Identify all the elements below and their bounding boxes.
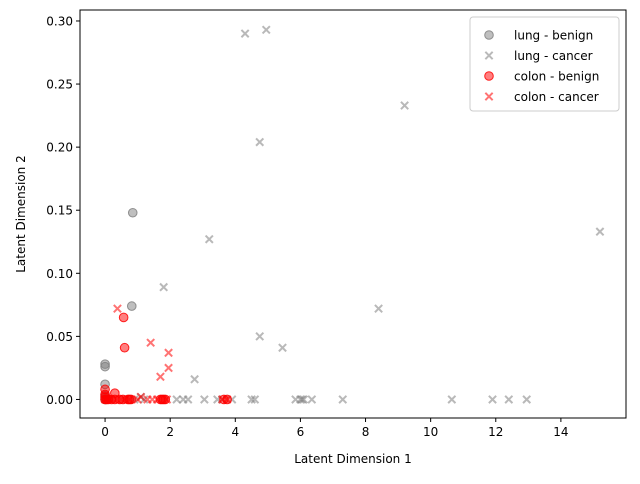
data-point: [108, 395, 118, 404]
legend-label: lung - benign: [514, 29, 593, 43]
data-points: [100, 25, 605, 405]
data-point: [119, 342, 130, 353]
data-point: [338, 395, 348, 404]
data-point: [299, 395, 309, 404]
x-tick-label: 2: [166, 425, 174, 439]
x-tick-label: 6: [297, 425, 305, 439]
data-point: [116, 395, 126, 404]
data-point: [595, 227, 605, 237]
data-point: [400, 101, 409, 110]
legend-label: colon - benign: [514, 70, 599, 84]
y-tick-label: 0.00: [46, 393, 73, 407]
y-tick-label: 0.10: [46, 267, 73, 281]
data-point: [136, 392, 146, 402]
y-tick-label: 0.20: [46, 141, 73, 155]
data-point: [278, 343, 287, 353]
x-axis: 0 2 4 6 8 10 12 14: [101, 418, 569, 439]
plot-frame: [79, 9, 627, 419]
data-point: [100, 361, 110, 372]
data-point: [125, 395, 134, 404]
data-point: [200, 395, 209, 404]
x-tick-label: 10: [423, 425, 438, 439]
y-tick-label: 0.25: [46, 78, 73, 92]
data-point: [118, 312, 129, 323]
data-point: [162, 395, 172, 404]
data-point: [126, 301, 137, 311]
x-tick-label: 12: [488, 425, 503, 439]
x-tick-label: 0: [101, 425, 109, 439]
data-point: [240, 29, 250, 38]
data-point: [204, 234, 214, 244]
data-point: [504, 395, 514, 404]
data-point: [152, 395, 162, 404]
data-point: [250, 395, 260, 404]
y-tick-label: 0.05: [46, 330, 73, 344]
data-point: [222, 395, 232, 404]
legend-marker: [484, 51, 494, 60]
data-point: [190, 374, 199, 384]
data-point: [113, 304, 122, 313]
data-point: [159, 282, 169, 292]
data-point: [126, 394, 136, 405]
data-point: [296, 395, 305, 404]
data-point: [102, 395, 112, 404]
data-point: [307, 395, 317, 404]
data-point: [164, 363, 173, 373]
y-tick-label: 0.15: [46, 204, 73, 218]
x-tick-label: 8: [362, 425, 370, 439]
data-point: [172, 395, 182, 404]
x-axis-label: Latent Dimension 1: [294, 452, 412, 466]
legend-box: [469, 16, 620, 112]
data-point: [247, 395, 256, 404]
data-point: [447, 395, 457, 404]
y-tick-label: 0.30: [46, 14, 73, 28]
y-axis: 0.00 0.05 0.10 0.15 0.20 0.25 0.30: [46, 14, 80, 407]
legend-marker: [484, 92, 494, 101]
data-point: [488, 395, 497, 404]
data-point: [160, 394, 171, 405]
data-point: [297, 395, 307, 404]
legend-label: colon - cancer: [514, 90, 599, 104]
data-point: [255, 137, 265, 147]
data-point: [183, 395, 193, 404]
data-point: [127, 207, 138, 218]
y-axis-label: Latent Dimension 2: [14, 155, 28, 273]
data-point: [105, 395, 115, 404]
data-point: [522, 395, 532, 404]
legend-marker: [484, 30, 494, 40]
data-point: [146, 338, 156, 348]
legend-label: lung - cancer: [514, 49, 593, 63]
legend-marker: [484, 71, 494, 81]
data-point: [374, 304, 383, 313]
legend: lung - benign lung - cancer colon - benign…: [469, 16, 620, 112]
data-point: [156, 372, 165, 382]
data-point: [255, 332, 265, 341]
x-tick-label: 4: [231, 425, 239, 439]
data-point: [164, 348, 173, 358]
data-point: [261, 25, 271, 35]
x-tick-label: 14: [553, 425, 568, 439]
